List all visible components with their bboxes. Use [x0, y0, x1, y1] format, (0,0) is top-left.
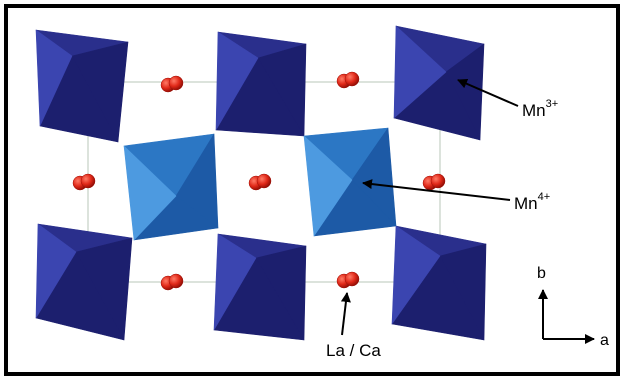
- mn4-arrow: [362, 179, 511, 201]
- mn4-octahedra: [123, 127, 397, 241]
- la-ca-arrow: [340, 292, 351, 336]
- mn3-octahedron-1-facet-left: [35, 29, 73, 127]
- mn3-octahedra: [35, 25, 487, 341]
- mn3-octahedron-4-facet-left: [35, 223, 77, 319]
- mn4-octahedron-2-facet-left: [303, 135, 353, 237]
- la-ca-atom-1-2: [168, 75, 184, 91]
- la-ca-atom-5-2: [430, 173, 446, 189]
- la-ca-atom-2-2: [344, 71, 360, 87]
- mn3-octahedron-5-facet-left: [213, 233, 257, 331]
- la-ca-atom-7-2: [344, 271, 360, 287]
- la-ca-atom-6-2: [168, 273, 184, 289]
- mn4-label: Mn4+: [514, 191, 550, 213]
- la-ca-label: La / Ca: [326, 341, 381, 360]
- mn4-octahedron-1-facet-left: [123, 145, 177, 241]
- mn3-octahedron-3-facet-left: [393, 25, 447, 119]
- mn3-label: Mn3+: [522, 98, 558, 120]
- mn3-arrow: [457, 78, 519, 107]
- mn3-octahedron-2-facet-left: [215, 31, 259, 131]
- la-ca-atom-3-2: [80, 173, 96, 189]
- la-ca-atom-4-2: [256, 173, 272, 189]
- la-ca-atoms: [72, 71, 446, 291]
- mn3-octahedron-6-facet-left: [391, 225, 441, 325]
- axis-b-label: b: [537, 265, 546, 282]
- axis-a-label: a: [600, 332, 609, 349]
